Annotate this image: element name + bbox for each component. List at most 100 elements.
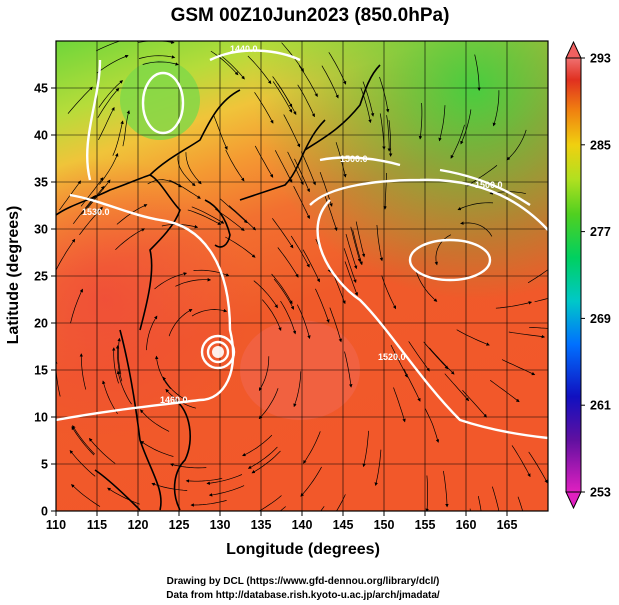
y-tick-label: 20 <box>34 317 48 331</box>
streamline <box>271 273 293 305</box>
streamline <box>79 206 103 236</box>
streamline <box>169 179 201 199</box>
streamline <box>355 221 366 258</box>
streamline <box>190 500 227 507</box>
x-tick-label: 110 <box>46 518 66 532</box>
streamline <box>185 152 202 185</box>
y-axis: 0 5 10 15 20 25 30 35 40 45 <box>34 82 56 519</box>
credit-line-2: Data from http://database.rish.kyoto-u.a… <box>166 590 440 601</box>
x-tick-label: 140 <box>292 518 313 532</box>
streamline <box>374 449 382 486</box>
colorbar-tick-label: 293 <box>590 52 611 66</box>
x-tick-label: 165 <box>497 518 518 532</box>
streamline <box>434 234 452 266</box>
streamline <box>456 329 490 346</box>
x-tick-label: 155 <box>415 518 436 532</box>
streamline <box>228 205 257 231</box>
contour-label: 1500.0 <box>475 180 503 190</box>
streamline <box>293 371 302 408</box>
x-tick-label: 125 <box>169 518 190 532</box>
colorbar-tick-label: 253 <box>590 486 611 500</box>
credit-line-1: Drawing by DCL (https://www.gfd-dennou.o… <box>167 576 440 587</box>
colorbar-tick-label: 269 <box>590 312 611 326</box>
streamline <box>88 437 116 464</box>
grid-lines <box>56 41 548 511</box>
streamline <box>280 300 297 335</box>
x-tick-label: 160 <box>456 518 477 532</box>
streamline <box>210 50 239 76</box>
streamline <box>425 475 429 511</box>
streamline <box>345 234 358 270</box>
streamline <box>138 55 176 59</box>
streamline <box>97 87 120 118</box>
y-tick-label: 25 <box>34 270 48 284</box>
streamline <box>477 496 482 511</box>
streamline <box>393 387 406 423</box>
streamline <box>390 344 408 378</box>
streamline <box>107 487 140 505</box>
streamline <box>287 151 304 186</box>
y-tick-label: 35 <box>34 176 48 190</box>
streamline <box>175 278 212 287</box>
contour-label: 1520.0 <box>378 352 406 362</box>
streamline <box>142 61 179 66</box>
streamline <box>115 345 123 382</box>
streamline <box>388 120 393 157</box>
height-contours <box>56 49 548 440</box>
streamline <box>247 446 278 469</box>
y-tick-label: 30 <box>34 223 48 237</box>
streamline <box>117 337 122 375</box>
plot-area: 1440.0 1500.0 1500.0 1530.0 1520.0 1460.… <box>56 41 548 511</box>
streamline <box>376 224 384 262</box>
streamline <box>506 129 527 161</box>
contour-label: 1460.0 <box>160 395 188 405</box>
streamline <box>277 247 299 278</box>
streamline <box>242 434 273 457</box>
streamline <box>115 228 146 251</box>
contour-label: 1500.0 <box>340 154 368 164</box>
streamline <box>489 380 520 403</box>
streamline <box>116 370 132 405</box>
streamline <box>511 445 531 478</box>
streamline <box>191 206 225 224</box>
colorbar-tick-label: 277 <box>590 225 611 239</box>
streamline <box>383 172 387 210</box>
coastlines <box>56 64 381 511</box>
streamline <box>168 309 193 337</box>
x-tick-label: 130 <box>210 518 231 532</box>
streamline <box>418 102 423 140</box>
streamline <box>344 351 353 388</box>
streamline <box>274 150 293 183</box>
streamline <box>362 430 369 468</box>
streamline <box>219 198 248 224</box>
streamline <box>218 53 245 80</box>
y-tick-label: 0 <box>41 505 48 519</box>
streamline <box>381 275 397 310</box>
streamline <box>450 124 465 159</box>
streamline <box>501 359 536 376</box>
streamline <box>70 484 101 507</box>
streamline <box>462 390 487 418</box>
streamline <box>362 81 375 117</box>
streamline <box>529 326 548 329</box>
streamline <box>96 54 129 74</box>
chart-title: GSM 00Z10Jun2023 (850.0hPa) <box>171 5 450 26</box>
typhoon-center <box>212 346 224 358</box>
streamline <box>79 353 87 390</box>
streamline <box>297 84 315 118</box>
streamline <box>262 299 282 331</box>
streamlines <box>56 41 548 511</box>
streamline <box>379 76 390 113</box>
colorbar-top-arrow <box>565 40 582 59</box>
streamline <box>303 431 321 464</box>
y-tick-label: 5 <box>41 458 48 472</box>
streamline <box>444 373 470 402</box>
streamline <box>290 235 310 268</box>
streamline <box>154 272 188 290</box>
y-axis-label: Latitude (degrees) <box>5 206 22 345</box>
streamline <box>254 145 274 178</box>
streamline <box>98 80 124 108</box>
streamline <box>225 149 245 182</box>
y-tick-label: 10 <box>34 411 48 425</box>
streamline <box>191 308 228 317</box>
